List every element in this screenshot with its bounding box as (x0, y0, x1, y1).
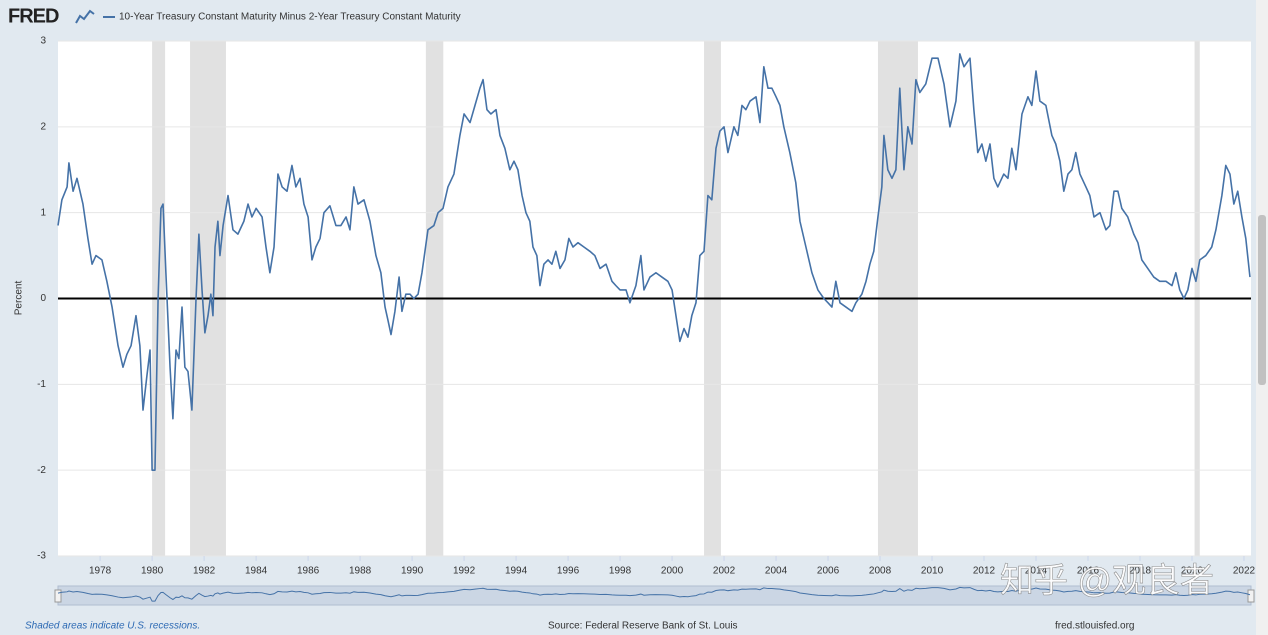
x-tick-label: 1984 (245, 566, 268, 577)
x-tick-label: 2004 (765, 566, 788, 577)
x-tick-label: 1982 (193, 566, 216, 577)
x-tick-label: 1988 (349, 566, 372, 577)
x-tick-label: 2006 (817, 566, 840, 577)
footnote: Shaded areas indicate U.S. recessions. (25, 621, 200, 632)
y-tick-label: -2 (37, 465, 46, 476)
x-tick-label: 2022 (1233, 566, 1256, 577)
x-tick-label: 1978 (89, 566, 112, 577)
x-tick-label: 1990 (401, 566, 424, 577)
x-tick-label: 2010 (921, 566, 944, 577)
scrollbar-thumb (1258, 215, 1266, 385)
y-tick-label: 0 (40, 293, 46, 304)
y-tick-label: -3 (37, 551, 46, 562)
x-tick-label: 2002 (713, 566, 736, 577)
logo-icon (75, 9, 95, 24)
x-tick-label: 1980 (141, 566, 164, 577)
x-tick-label: 1998 (609, 566, 632, 577)
x-tick-label: 2020 (1181, 566, 1204, 577)
logo: FRED (8, 5, 59, 27)
navigator-handle (1247, 589, 1255, 603)
y-tick-label: 1 (40, 207, 46, 218)
x-tick-label: 2008 (869, 566, 892, 577)
navigator-handle (54, 589, 62, 603)
y-tick-label: 2 (40, 121, 46, 132)
x-tick-label: 1994 (505, 566, 528, 577)
source: Source: Federal Reserve Bank of St. Loui… (548, 621, 738, 632)
legend-label: 10-Year Treasury Constant Maturity Minus… (119, 12, 461, 23)
plot-layer: -3 -2 -1 0 1 2 3 1978 1980 1982 1984 1986 1988 1990 19… (37, 36, 1256, 602)
x-tick-label: 2016 (1077, 566, 1100, 577)
x-tick-label: 2014 (1025, 566, 1048, 577)
navigator-line (57, 586, 1251, 602)
series-line (57, 53, 1251, 471)
y-tick-label: -1 (37, 379, 46, 390)
watermark: 知乎 @观良者 (1000, 562, 1214, 600)
x-tick-label: 2012 (973, 566, 996, 577)
y-tick-label: 3 (40, 36, 46, 47)
x-tick-label: 1992 (453, 566, 476, 577)
x-tick-label: 2000 (661, 566, 684, 577)
site: fred.stlouisfed.org (1055, 621, 1135, 632)
x-tick-label: 1996 (557, 566, 580, 577)
x-tick-label: 1986 (297, 566, 320, 577)
x-tick-label: 2018 (1129, 566, 1152, 577)
y-axis-label: Percent (14, 281, 25, 316)
